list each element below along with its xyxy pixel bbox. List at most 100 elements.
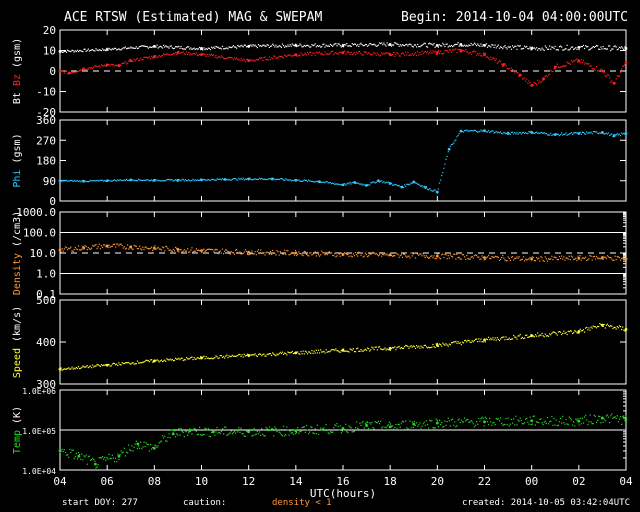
- trail-point: [444, 163, 446, 165]
- trail-point: [228, 56, 230, 59]
- trail-point: [486, 56, 489, 58]
- trail-point: [325, 423, 327, 426]
- trail-point: [492, 130, 494, 132]
- trail-point: [67, 73, 69, 75]
- trail-point: [251, 59, 253, 61]
- trail-point: [493, 46, 495, 48]
- trail-point: [425, 45, 428, 48]
- trail-point: [521, 78, 523, 80]
- trail-point: [610, 415, 612, 417]
- trail-point: [593, 326, 595, 328]
- trail-point: [372, 251, 374, 253]
- trail-point: [185, 250, 188, 252]
- trail-point: [344, 428, 346, 431]
- trail-point: [402, 253, 405, 255]
- trail-point: [360, 348, 362, 351]
- trail-point: [134, 245, 136, 247]
- trail-point: [225, 249, 227, 251]
- trail-point: [268, 56, 270, 58]
- trail-point: [243, 44, 245, 46]
- trail-point: [99, 66, 101, 68]
- trail-point: [618, 46, 621, 48]
- trail-point: [527, 421, 529, 423]
- trail-point: [360, 254, 362, 256]
- trail-point: [81, 366, 83, 368]
- trail-point: [401, 420, 404, 422]
- data-point-speed: [294, 351, 298, 355]
- trail-point: [544, 75, 546, 77]
- trail-point: [303, 353, 305, 355]
- trail-point: [77, 452, 80, 454]
- trail-point: [69, 50, 71, 52]
- trail-point: [215, 45, 217, 48]
- trail-point: [381, 180, 383, 182]
- trail-point: [72, 49, 74, 52]
- trail-point: [272, 43, 274, 45]
- trail-point: [362, 183, 364, 185]
- trail-point: [412, 54, 414, 57]
- trail-point: [280, 252, 282, 254]
- trail-point: [473, 255, 476, 257]
- trail-point: [602, 45, 604, 48]
- trail-point: [502, 133, 504, 135]
- trail-point: [180, 357, 182, 359]
- trail-point: [75, 71, 77, 73]
- trail-point: [420, 345, 422, 347]
- trail-point: [212, 178, 214, 180]
- trail-point: [129, 363, 131, 365]
- trail-point: [375, 421, 377, 424]
- trail-point: [471, 130, 473, 132]
- trail-point: [510, 338, 513, 340]
- trail-point: [549, 258, 551, 260]
- data-point-bz: [105, 63, 109, 67]
- trail-point: [490, 337, 492, 340]
- trail-point: [93, 66, 95, 68]
- trail-point: [562, 134, 564, 136]
- trail-point: [308, 433, 310, 435]
- trail-point: [183, 180, 185, 182]
- trail-point: [458, 342, 460, 344]
- trail-point: [531, 256, 533, 258]
- trail-point: [588, 49, 590, 51]
- data-point-speed: [388, 346, 392, 350]
- trail-point: [621, 328, 623, 331]
- trail-point: [243, 179, 245, 181]
- trail-point: [63, 368, 65, 370]
- trail-point: [348, 351, 350, 353]
- trail-point: [125, 178, 128, 180]
- trail-point: [617, 256, 619, 258]
- trail-point: [104, 64, 106, 66]
- trail-point: [558, 46, 561, 48]
- trail-point: [593, 68, 595, 70]
- trail-point: [290, 55, 292, 57]
- y-tick-label-density-1: 100.0: [23, 227, 56, 240]
- trail-point: [62, 180, 64, 182]
- trail-point: [304, 251, 306, 253]
- trail-point: [578, 332, 580, 334]
- trail-point: [492, 422, 494, 424]
- trail-point: [583, 63, 586, 65]
- trail-point: [108, 453, 110, 456]
- trail-point: [527, 258, 529, 260]
- trail-point: [606, 133, 609, 135]
- panel-frame-bt: [59, 29, 627, 113]
- trail-point: [191, 247, 193, 249]
- trail-point: [149, 359, 152, 361]
- trail-point: [111, 245, 113, 247]
- trail-point: [230, 46, 232, 49]
- x-tick-label-5: 14: [289, 475, 303, 488]
- trail-point: [238, 252, 240, 254]
- trail-point: [503, 423, 505, 426]
- trail-point: [76, 180, 79, 182]
- trail-point: [566, 333, 568, 336]
- trail-point: [354, 53, 357, 56]
- trail-point: [228, 433, 230, 435]
- trail-point: [89, 67, 92, 69]
- trail-point: [370, 43, 372, 45]
- trail-point: [559, 417, 562, 420]
- trail-point: [288, 179, 290, 181]
- trail-point: [557, 331, 559, 333]
- trail-point: [410, 54, 412, 56]
- trail-point: [159, 360, 161, 362]
- trail-point: [397, 53, 399, 55]
